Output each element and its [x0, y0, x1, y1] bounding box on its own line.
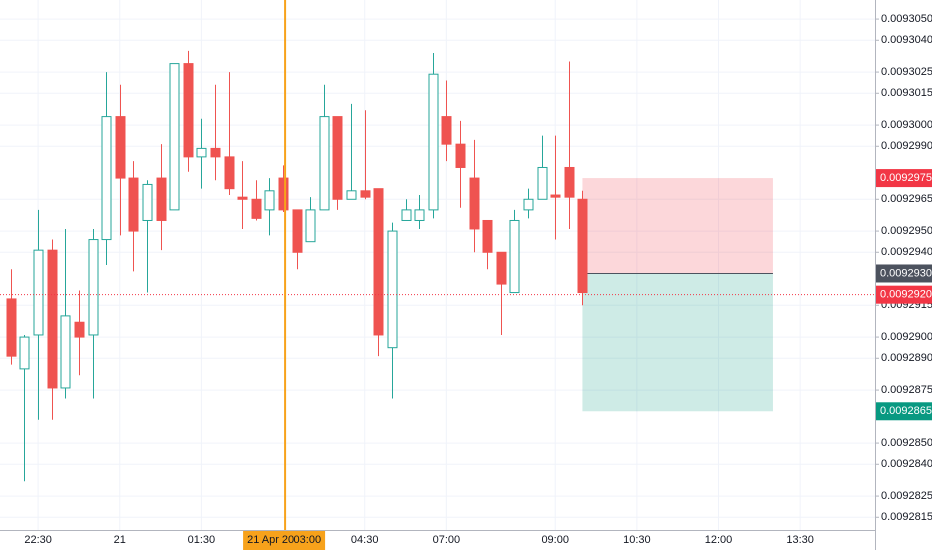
- price-marker-bg: [876, 285, 932, 304]
- y-tick-label: 0.0092840: [881, 458, 932, 470]
- candle-body: [74, 321, 85, 338]
- price-marker-label: 0.0092920: [880, 289, 932, 301]
- candle-body: [210, 147, 221, 158]
- candle-body: [482, 219, 493, 253]
- candle-body: [360, 190, 371, 198]
- candle-body: [387, 230, 398, 349]
- x-tick-label: 10:30: [623, 534, 651, 546]
- x-tick-label: 04:30: [351, 534, 379, 546]
- position-tool[interactable]: [582, 178, 773, 412]
- candle-body: [60, 315, 71, 389]
- candle-body: [346, 190, 357, 200]
- y-tick-label: 0.0093025: [881, 66, 932, 78]
- candle-body: [169, 63, 180, 211]
- y-tick-label: 0.0092940: [881, 246, 932, 258]
- x-tick-label: 21: [114, 534, 126, 546]
- crosshair-date: 21 Apr 20: [247, 534, 294, 546]
- candle-body: [469, 177, 480, 230]
- candle-body: [441, 116, 452, 145]
- price-marker-bg: [876, 264, 932, 283]
- candle-body: [101, 116, 112, 241]
- candle-body: [537, 166, 548, 200]
- price-marker-label: 0.0092930: [880, 267, 932, 279]
- candle-body: [278, 177, 289, 211]
- x-tick-label: 01:30: [188, 534, 216, 546]
- candle-body: [428, 73, 439, 211]
- price-marker-bg: [876, 169, 932, 188]
- x-tick-label: 13:30: [786, 534, 814, 546]
- price-marker-bg: [876, 402, 932, 421]
- candle-body: [128, 177, 139, 232]
- candle-body: [401, 209, 412, 221]
- y-tick-label: 0.0092825: [881, 490, 932, 502]
- candle-body: [496, 251, 507, 285]
- y-tick-label: 0.0092850: [881, 437, 932, 449]
- candle-body: [224, 156, 235, 190]
- y-tick-label: 0.0092815: [881, 511, 932, 523]
- candle-body: [237, 196, 248, 200]
- candle-body: [33, 249, 44, 336]
- y-tick-label: 0.0092990: [881, 140, 932, 152]
- candle-body: [373, 188, 384, 336]
- y-tick-label: 0.0092900: [881, 331, 932, 343]
- x-tick-label: 12:00: [705, 534, 733, 546]
- candle-body: [523, 198, 534, 211]
- crosshair-label-bg: [243, 531, 326, 550]
- candle-body: [509, 219, 520, 294]
- candle-body: [414, 209, 425, 221]
- y-tick-label: 0.0093015: [881, 87, 932, 99]
- x-tick-label: 22:30: [24, 534, 52, 546]
- y-tick-label: 0.0092965: [881, 193, 932, 205]
- candle-body: [19, 336, 30, 370]
- candle-body: [156, 177, 167, 221]
- y-tick-label: 0.0092890: [881, 352, 932, 364]
- candle-body: [196, 147, 207, 158]
- candle-body: [264, 190, 275, 211]
- candle-body: [292, 209, 303, 253]
- candle-body: [455, 143, 466, 168]
- y-tick-label: 0.0093050: [881, 13, 932, 25]
- stop-zone: [582, 178, 773, 274]
- y-tick-label: 0.0093040: [881, 34, 932, 46]
- candle-body: [564, 166, 575, 198]
- candle-body: [183, 63, 194, 158]
- candle-body: [332, 116, 343, 200]
- price-marker-label: 0.0092975: [880, 172, 932, 184]
- candle-body: [6, 298, 17, 357]
- candle-body: [115, 116, 126, 179]
- candle-body: [142, 183, 153, 221]
- candle-body: [550, 194, 561, 198]
- candle-body: [319, 116, 330, 211]
- candle-body: [88, 239, 99, 336]
- y-tick-label: 0.0092875: [881, 384, 932, 396]
- target-zone: [582, 273, 773, 412]
- x-tick-label: 09:00: [541, 534, 569, 546]
- candle-body: [47, 249, 58, 389]
- crosshair-time: 03:00: [294, 534, 322, 546]
- candle-body: [577, 198, 588, 294]
- candle-body: [251, 198, 262, 219]
- y-tick-label: 0.0092950: [881, 225, 932, 237]
- price-marker-label: 0.0092865: [880, 405, 932, 417]
- y-tick-label: 0.0093000: [881, 119, 932, 131]
- x-tick-label: 07:00: [433, 534, 461, 546]
- candle-body: [305, 209, 316, 243]
